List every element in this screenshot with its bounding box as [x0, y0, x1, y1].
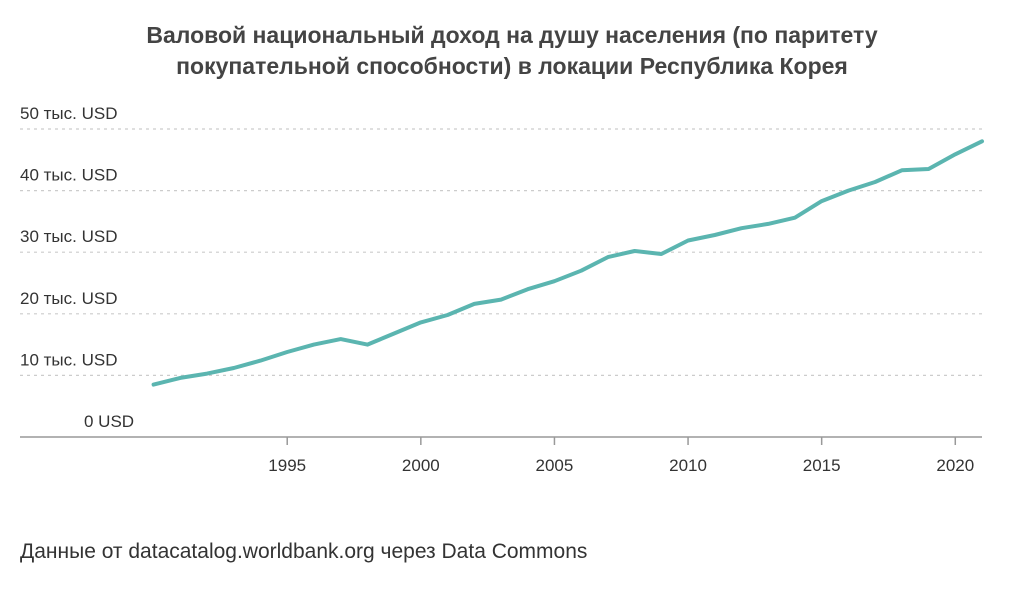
source-note: Данные от datacatalog.worldbank.org чере… — [20, 540, 588, 563]
y-tick-label: 40 тыс. USD — [20, 166, 117, 185]
x-tick-label: 2015 — [803, 456, 841, 475]
x-tick-label: 2005 — [536, 456, 574, 475]
y-tick-label: 0 USD — [84, 412, 134, 431]
chart-title-line-2: покупательной способности) в локации Рес… — [176, 53, 848, 79]
y-tick-label: 50 тыс. USD — [20, 104, 117, 123]
y-tick-label: 30 тыс. USD — [20, 227, 117, 246]
x-tick-label: 1995 — [268, 456, 306, 475]
chart-title: Валовой национальный доход на душу насел… — [60, 20, 964, 82]
y-tick-label: 20 тыс. USD — [20, 289, 117, 308]
line-chart: 0 USD 10 тыс. USD 20 тыс. USD 30 тыс. USD 40… — [20, 104, 984, 475]
chart-title-line-1: Валовой национальный доход на душу насел… — [146, 22, 878, 48]
x-tick-label: 2000 — [402, 456, 440, 475]
series-line-0 — [151, 139, 984, 387]
y-tick-label: 10 тыс. USD — [20, 350, 117, 369]
x-tick-label: 2020 — [936, 456, 974, 475]
x-tick-label: 2010 — [669, 456, 707, 475]
